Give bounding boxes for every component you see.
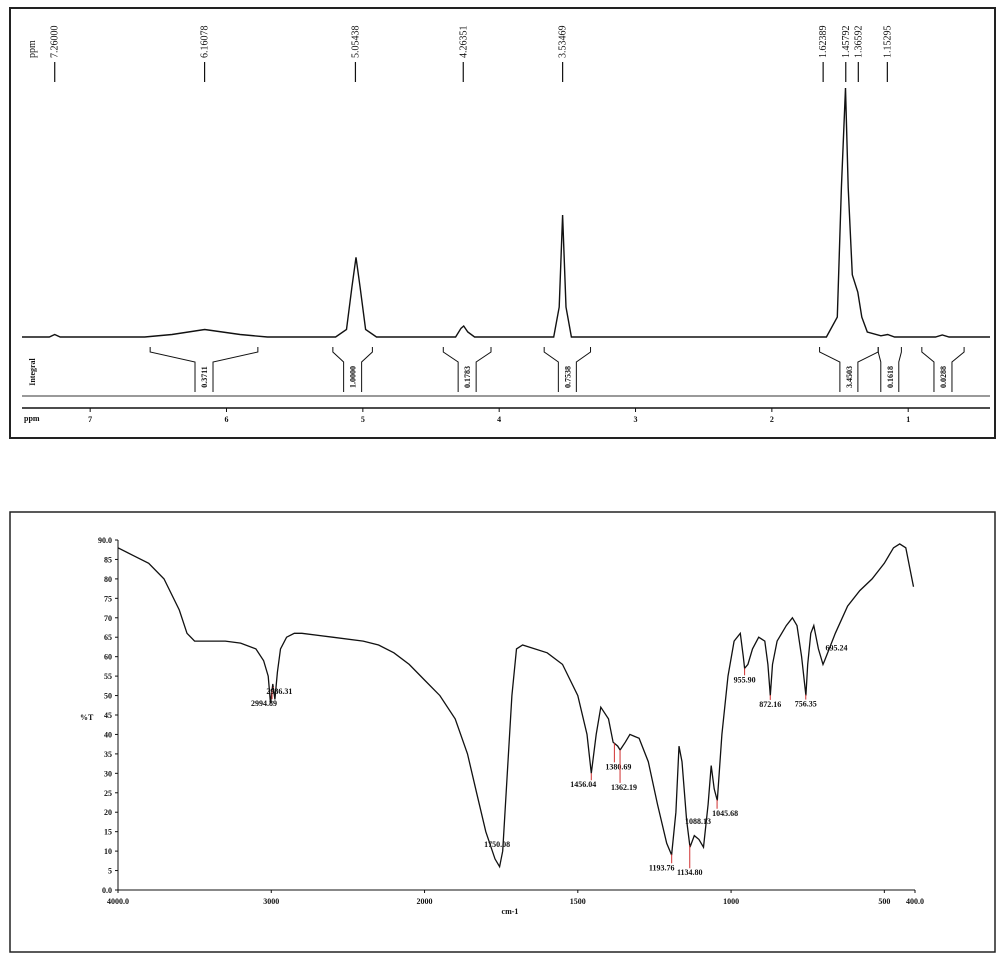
x-axis-label: ppm xyxy=(24,414,40,423)
integral-value: 0.3711 xyxy=(200,366,209,388)
x-tick-label: 1000 xyxy=(723,897,739,906)
peak-label: 1456.04 xyxy=(570,780,596,789)
y-tick-label: 10 xyxy=(104,847,112,856)
y-tick-label: 55 xyxy=(104,672,112,681)
peak-label: 1.45792 xyxy=(841,26,852,59)
peak-label: 1.15295 xyxy=(882,26,893,59)
integral-value: 0.7538 xyxy=(563,366,572,388)
y-tick-label: 40 xyxy=(104,730,112,739)
peak-label: 2994.89 xyxy=(251,699,277,708)
y-tick-label: 30 xyxy=(104,769,112,778)
ir-panel xyxy=(9,511,996,953)
peak-label: 1134.80 xyxy=(677,868,703,877)
integral-bracket xyxy=(442,347,492,392)
integral-value: 0.1618 xyxy=(886,366,895,388)
integral-bracket xyxy=(921,347,965,392)
x-axis-label: cm-1 xyxy=(502,907,519,916)
x-tick-label: 500 xyxy=(878,897,890,906)
integral-value: 1.0000 xyxy=(349,366,358,388)
y-tick-label: 35 xyxy=(104,750,112,759)
integral-bracket xyxy=(149,347,259,392)
integral-value: 0.0288 xyxy=(939,366,948,388)
peak-label: 6.16078 xyxy=(200,26,211,59)
integral-value: 0.1783 xyxy=(463,366,472,388)
y-axis-label: %T xyxy=(80,713,94,722)
y-tick-label: 65 xyxy=(104,633,112,642)
peak-label: 1362.19 xyxy=(611,783,637,792)
y-tick-label: 90.0 xyxy=(98,536,112,545)
peak-label: 1088.13 xyxy=(685,817,711,826)
y-tick-label: 85 xyxy=(104,555,112,564)
x-tick-label: 7 xyxy=(88,415,92,424)
y-tick-label: 0.0 xyxy=(102,886,112,895)
y-tick-label: 45 xyxy=(104,711,112,720)
peak-label: 2986.31 xyxy=(266,687,292,696)
peak-label: 7.26000 xyxy=(50,26,61,59)
integral-bracket xyxy=(877,347,902,392)
peak-label: 4.26351 xyxy=(458,26,469,59)
top-label: ppm xyxy=(27,40,38,58)
x-tick-label: 2000 xyxy=(417,897,433,906)
x-tick-label: 2 xyxy=(770,415,774,424)
x-tick-label: 5 xyxy=(361,415,365,424)
y-tick-label: 70 xyxy=(104,614,112,623)
y-tick-label: 5 xyxy=(108,867,112,876)
y-tick-label: 80 xyxy=(104,575,112,584)
peak-label: 756.35 xyxy=(795,700,817,709)
nmr-panel xyxy=(9,7,996,439)
y-tick-label: 60 xyxy=(104,653,112,662)
peak-label: 1750.08 xyxy=(484,840,510,849)
spectrum-line xyxy=(22,87,990,338)
y-tick-label: 25 xyxy=(104,789,112,798)
peak-label: 872.16 xyxy=(759,700,781,709)
y-tick-label: 20 xyxy=(104,808,112,817)
x-tick-label: 3000 xyxy=(263,897,279,906)
spectrum-line xyxy=(117,543,915,869)
y-tick-label: 15 xyxy=(104,828,112,837)
peak-label: 1.62389 xyxy=(818,26,829,59)
x-tick-label: 400.0 xyxy=(906,897,924,906)
peak-label: 5.05438 xyxy=(350,26,361,59)
integral-bracket xyxy=(543,347,592,392)
x-tick-label: 6 xyxy=(225,415,229,424)
y-tick-label: 75 xyxy=(104,594,112,603)
peak-label: 3.53469 xyxy=(558,26,569,59)
x-tick-label: 4 xyxy=(497,415,501,424)
x-tick-label: 1 xyxy=(906,415,910,424)
peak-label: 1193.76 xyxy=(649,863,675,872)
peak-label: 1045.68 xyxy=(712,809,738,818)
x-tick-label: 3 xyxy=(634,415,638,424)
peak-label: 695.24 xyxy=(825,644,847,653)
peak-label: 1.36592 xyxy=(853,26,864,59)
peak-label: 955.90 xyxy=(734,675,756,684)
integral-bracket xyxy=(332,347,373,392)
x-tick-label: 1500 xyxy=(570,897,586,906)
peak-label: 1380.69 xyxy=(605,762,631,771)
x-tick-label: 4000.0 xyxy=(107,897,129,906)
y-tick-label: 50 xyxy=(104,692,112,701)
integral-value: 3.4503 xyxy=(845,366,854,388)
integral-label: Integral xyxy=(28,357,37,385)
